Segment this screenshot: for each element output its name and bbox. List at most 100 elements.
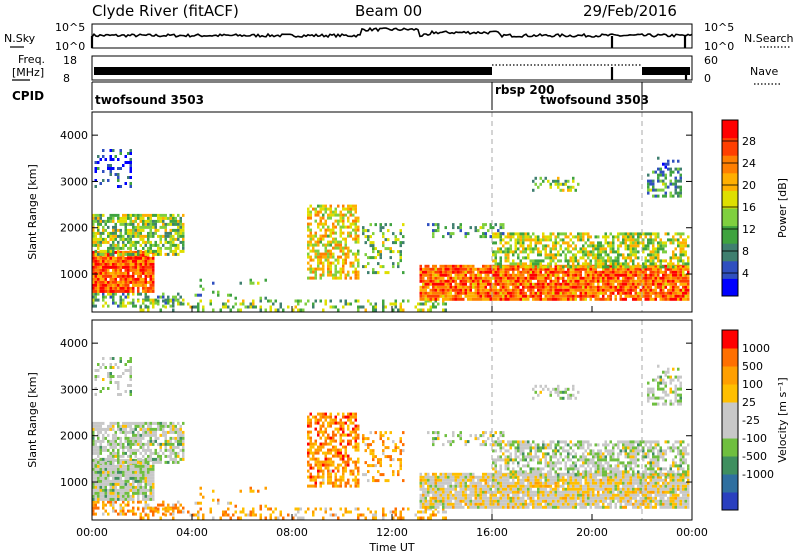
power-cell [565,280,568,283]
velocity-cell [380,464,383,467]
power-cell [617,262,620,265]
power-cell [152,284,155,287]
power-cell [435,274,438,277]
velocity-cell [177,443,180,446]
velocity-cell [352,473,355,476]
power-cell [97,229,100,232]
velocity-cell [425,503,428,506]
power-cell [135,235,138,238]
velocity-cell [137,483,140,486]
power-cell [580,295,583,298]
velocity-cell [142,428,145,431]
colorbar-swatch [722,155,738,173]
power-cell [130,250,133,253]
velocity-cell [320,446,323,449]
power-cell [105,223,108,226]
power-cell [605,250,608,253]
power-cell [140,229,143,232]
power-cell [612,289,615,292]
power-cell [100,182,103,185]
power-cell [110,214,113,217]
power-colorbar-tick: 4 [742,267,749,280]
velocity-cell [182,437,185,440]
velocity-cell [417,517,420,520]
velocity-cell [100,480,103,483]
power-cell [610,289,613,292]
power-cell [505,271,508,274]
power-cell [622,271,625,274]
velocity-cell [150,498,153,501]
power-cell [572,247,575,250]
power-cell [152,250,155,253]
power-cell [120,247,123,250]
power-cell [137,293,140,296]
velocity-cell [112,452,115,455]
power-cell [542,265,545,268]
power-cell [610,241,613,244]
velocity-cell [355,440,358,443]
power-cell [345,262,348,265]
power-cell [507,253,510,256]
velocity-cell [342,455,345,458]
power-cell [172,217,175,220]
velocity-cell [117,452,120,455]
power-cell [490,298,493,301]
power-cell [142,241,145,244]
power-cell [145,275,148,278]
power-cell [112,269,115,272]
velocity-cell [132,486,135,489]
velocity-cell [420,485,423,488]
power-cell [625,238,628,241]
power-cell [167,235,170,238]
power-cell [147,247,150,250]
power-cell [507,274,510,277]
power-cell [480,292,483,295]
velocity-cell [132,492,135,495]
power-cell [565,265,568,268]
velocity-cell [295,514,298,517]
power-cell [635,292,638,295]
velocity-cell [180,458,183,461]
velocity-cell [325,416,328,419]
power-cell [597,259,600,262]
power-cell [165,241,168,244]
velocity-cell [280,511,283,514]
power-cell [620,232,623,235]
power-cell [665,277,668,280]
power-cell [482,268,485,271]
velocity-cell [280,514,283,517]
velocity-cell [95,498,98,501]
power-cell [525,256,528,259]
velocity-cell [437,506,440,509]
power-cell [545,271,548,274]
velocity-cell [117,366,120,369]
power-cell [470,277,473,280]
velocity-cell [395,511,398,514]
velocity-cell [392,511,395,514]
power-cell [142,217,145,220]
power-cell [435,229,438,232]
velocity-cell [125,446,128,449]
velocity-cell [200,502,203,505]
power-cell [140,272,143,275]
velocity-cell [102,504,105,507]
power-cell [127,284,130,287]
velocity-cell [325,419,328,422]
power-cell [465,265,468,268]
power-cell [447,292,450,295]
power-cell [357,265,360,268]
velocity-cell [377,470,380,473]
power-cell [102,305,105,308]
power-cell [177,235,180,238]
power-cell [172,299,175,302]
power-cell [555,247,558,250]
power-cell [105,272,108,275]
velocity-cell [130,425,133,428]
power-cell [145,250,148,253]
power-cell [472,265,475,268]
power-cell [592,292,595,295]
power-cell [452,265,455,268]
power-cell [622,235,625,238]
power-cell [605,253,608,256]
power-cell [550,274,553,277]
